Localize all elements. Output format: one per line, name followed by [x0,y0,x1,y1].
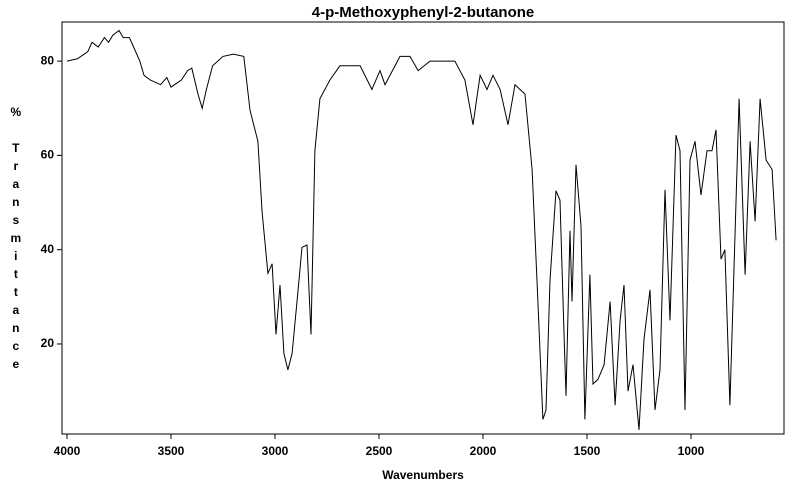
x-tick-label: 2500 [366,444,393,458]
y-tick-label: 20 [41,336,55,350]
x-tick-label: 3000 [262,444,289,458]
x-tick-label: 3500 [158,444,185,458]
spectrum-line [66,29,777,430]
x-tick-label: 1500 [574,444,601,458]
x-axis-label: Wavenumbers [382,468,464,482]
x-tick-label: 1000 [678,444,705,458]
y-axis-label: % Transmittance [9,105,23,375]
x-tick-label: 4000 [54,444,81,458]
x-tick-label: 2000 [470,444,497,458]
y-tick-label: 80 [41,53,55,67]
plot-frame [61,21,785,435]
chart-title: 4-p-Methoxyphenyl-2-butanone [312,4,535,21]
y-tick-label: 60 [41,148,55,162]
y-tick-label: 40 [41,242,55,256]
